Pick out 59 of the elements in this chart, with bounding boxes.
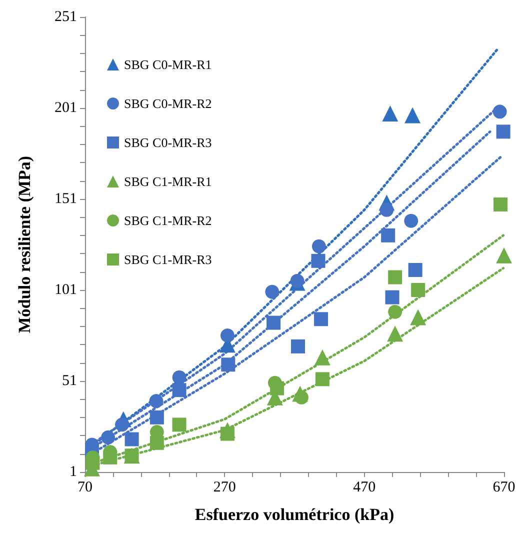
legend-label: SBG C1-MR-R2 <box>124 213 212 228</box>
point <box>172 370 186 384</box>
point <box>388 304 402 319</box>
point <box>220 328 234 342</box>
x-tick-label: 270 <box>213 480 236 496</box>
point <box>492 104 507 119</box>
y-tick-label: 251 <box>54 9 77 25</box>
y-tick-label: 51 <box>62 373 77 389</box>
y-tick-label: 101 <box>54 282 77 298</box>
point <box>124 432 139 446</box>
point <box>410 309 426 326</box>
legend-label: SBG C0-MR-R3 <box>124 135 212 150</box>
point <box>385 290 400 304</box>
x-tick-label: 70 <box>78 480 92 496</box>
point <box>411 283 426 297</box>
point <box>101 430 116 444</box>
point <box>380 202 394 217</box>
point <box>290 339 305 354</box>
point <box>103 450 118 464</box>
point <box>290 274 304 288</box>
point <box>382 105 398 122</box>
point <box>270 381 284 396</box>
point <box>86 456 100 470</box>
y-tick-label: 201 <box>54 100 77 116</box>
point <box>496 124 510 139</box>
point <box>404 214 418 228</box>
point <box>221 358 236 372</box>
x-tick-label: 670 <box>492 480 516 496</box>
legend-label: SBG C1-MR-R3 <box>124 252 212 267</box>
point <box>150 410 164 424</box>
legend-label: SBG C1-MR-R1 <box>124 174 212 189</box>
point <box>266 316 281 330</box>
point <box>381 228 396 242</box>
point <box>404 107 421 124</box>
point <box>408 262 422 277</box>
point <box>312 239 326 254</box>
y-tick-label: 1 <box>70 464 77 480</box>
point <box>494 197 508 212</box>
point <box>294 390 308 404</box>
point <box>265 284 280 299</box>
x-tick-label: 470 <box>353 480 376 496</box>
point <box>388 270 402 284</box>
point <box>387 326 404 342</box>
x-axis-title: Esfuerzo volumétrico (kPa) <box>194 505 394 524</box>
legend-label: SBG C0-MR-R2 <box>124 96 212 111</box>
point <box>150 436 164 450</box>
point <box>311 254 326 268</box>
y-axis-title: Módulo resiliente (MPa) <box>15 156 34 334</box>
point <box>172 418 186 432</box>
point <box>314 312 328 326</box>
point <box>314 349 330 366</box>
point <box>172 383 186 398</box>
point <box>496 247 512 264</box>
point <box>315 372 330 386</box>
point <box>149 394 164 408</box>
legend-label: SBG C0-MR-R1 <box>124 57 212 72</box>
point <box>220 426 234 441</box>
point <box>115 418 130 432</box>
y-tick-label: 151 <box>54 191 77 207</box>
